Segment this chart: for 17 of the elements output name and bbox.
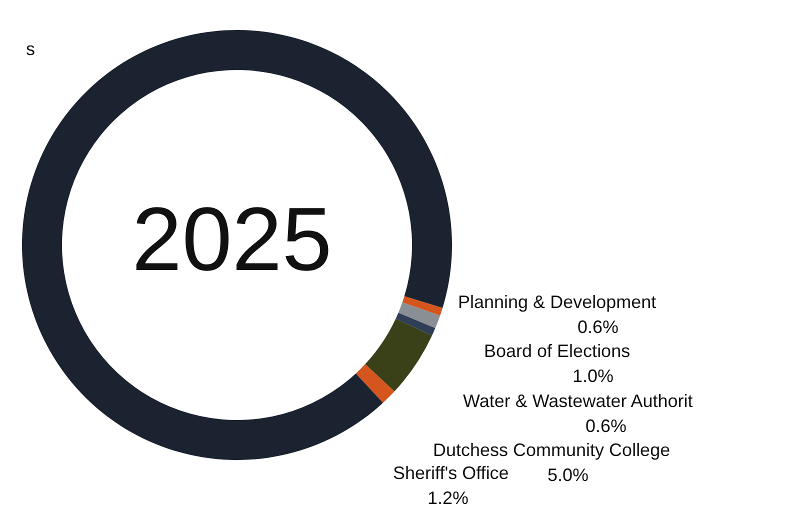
data-label: 0.6% [577,317,619,337]
slice-label: Water & Wastewater Authorit [463,391,693,411]
slice-label: s [26,39,35,59]
slice-label: Dutchess Community College [433,440,670,460]
slice-label: Board of Elections [484,341,630,361]
slice-label: Planning & Development [458,292,656,312]
donut-slice [356,364,394,403]
data-label: 5.0% [547,465,589,485]
donut-slice [365,318,432,392]
data-label: 1.0% [572,366,614,386]
text: 2025 [132,190,332,290]
donut-slice [398,302,440,328]
data-label: 1.2% [427,488,469,508]
data-label: 0.6% [585,416,627,436]
donut-slice [396,312,436,336]
slice-label: Sheriff's Office [393,463,509,483]
donut-slice [402,296,443,316]
